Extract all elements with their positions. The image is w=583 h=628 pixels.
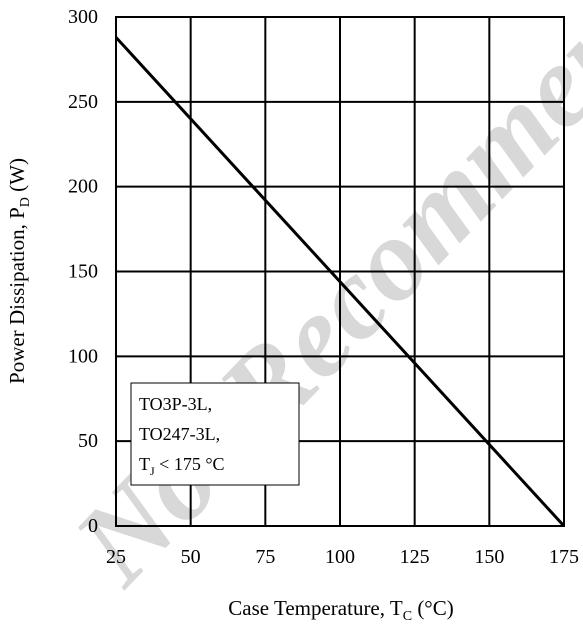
series-group	[114, 36, 566, 528]
power-derating-line	[114, 36, 566, 528]
x-tick-label: 50	[181, 546, 201, 568]
y-axis-label-sub: D	[18, 197, 33, 207]
legend-line-3-sub: J	[150, 464, 155, 478]
x-axis-label-unit: (°C)	[412, 596, 454, 620]
y-tick-label: 100	[68, 345, 98, 367]
x-axis-label: Case Temperature, TC (°C)	[228, 596, 453, 624]
legend-line-3-main: T	[139, 454, 150, 474]
legend-line-1: TO3P-3L,	[139, 394, 212, 414]
legend-line-3-rest: < 175 °C	[155, 454, 225, 474]
y-tick-label: 200	[68, 176, 98, 198]
x-axis-label-sub: C	[403, 609, 412, 624]
legend-box: TO3P-3L, TO247-3L, TJ < 175 °C	[130, 382, 300, 486]
x-tick-label: 125	[400, 546, 430, 568]
y-tick-label: 50	[78, 430, 98, 452]
y-tick-label: 150	[68, 261, 98, 283]
legend-line-2: TO247-3L,	[139, 424, 220, 444]
y-tick-label: 0	[88, 515, 98, 537]
y-tick-label: 300	[68, 6, 98, 28]
y-tick-label: 250	[68, 91, 98, 113]
x-axis-label-main: Case Temperature, T	[228, 596, 403, 620]
legend-line-3: TJ < 175 °C	[139, 454, 225, 478]
y-axis-label-unit: (W)	[5, 158, 29, 197]
legend-box-frame	[130, 382, 300, 486]
x-tick-label: 75	[255, 546, 275, 568]
x-tick-label: 150	[474, 546, 504, 568]
y-axis-label: Power Dissipation, PD (W)	[5, 158, 33, 384]
y-axis-label-main: Power Dissipation, P	[5, 207, 29, 384]
plot-frame	[115, 16, 565, 527]
x-tick-label: 25	[106, 546, 126, 568]
x-tick-label: 175	[549, 546, 579, 568]
watermark-text: Not Recommended	[48, 0, 583, 609]
x-tick-label: 100	[325, 546, 355, 568]
y-tick-labels: 0 50 100 150 200 250 300	[68, 6, 98, 537]
x-tick-labels: 25 50 75 100 125 150 175	[106, 546, 579, 568]
